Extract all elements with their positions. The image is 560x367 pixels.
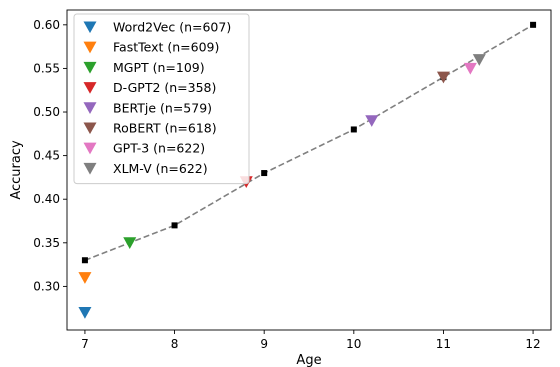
model-point (365, 115, 379, 127)
x-tick-label: 9 (260, 337, 268, 351)
legend-marker (83, 61, 97, 74)
x-tick-label: 12 (525, 337, 540, 351)
y-tick-label: 0.35 (33, 236, 60, 250)
y-tick-label: 0.55 (33, 61, 60, 75)
legend-label: RoBERT (n=618) (113, 121, 217, 136)
model-point (78, 307, 92, 319)
legend-label: BERTje (n=579) (113, 100, 212, 115)
x-axis-label: Age (296, 353, 321, 367)
axis-ticks-layer: 7 8 9 10 11 12 0.30 0.35 0.40 0.45 0.50 0.55 0.60 (33, 18, 540, 351)
reference-point (171, 222, 178, 229)
legend-label: Word2Vec (n=607) (113, 20, 231, 35)
reference-point (261, 170, 268, 177)
model-point (463, 62, 477, 75)
legend-label: XLM-V (n=622) (113, 161, 208, 176)
legend-label: D-GPT2 (n=358) (113, 80, 216, 95)
reference-point (350, 126, 357, 133)
reference-point (530, 21, 537, 28)
legend-marker (83, 21, 97, 34)
y-tick-label: 0.40 (33, 192, 60, 206)
model-point (78, 272, 92, 284)
x-tick-label: 10 (346, 337, 361, 351)
legend-marker (83, 82, 97, 94)
legend-marker (83, 102, 97, 114)
y-tick-label: 0.45 (33, 149, 60, 163)
legend-frame (73, 13, 250, 185)
legend-marker (83, 122, 97, 135)
reference-point (81, 257, 88, 264)
legend-label: FastText (n=609) (113, 40, 219, 55)
legend-label: GPT-3 (n=622) (113, 141, 205, 156)
legend: Word2Vec (n=607) FastText (n=609) MGPT (n=… (73, 13, 250, 185)
model-point (123, 237, 137, 249)
legend-marker (83, 41, 97, 54)
y-axis-label: Accuracy (9, 140, 24, 200)
legend-marker (83, 142, 97, 155)
legend-marker (83, 162, 97, 175)
y-tick-label: 0.50 (33, 105, 60, 119)
x-tick-label: 7 (81, 337, 89, 351)
x-tick-label: 8 (171, 337, 179, 351)
model-point (472, 54, 486, 66)
model-point (436, 71, 450, 84)
y-tick-label: 0.60 (33, 18, 60, 32)
y-tick-label: 0.30 (33, 279, 60, 293)
legend-label: MGPT (n=109) (113, 60, 205, 75)
x-tick-label: 11 (436, 337, 451, 351)
